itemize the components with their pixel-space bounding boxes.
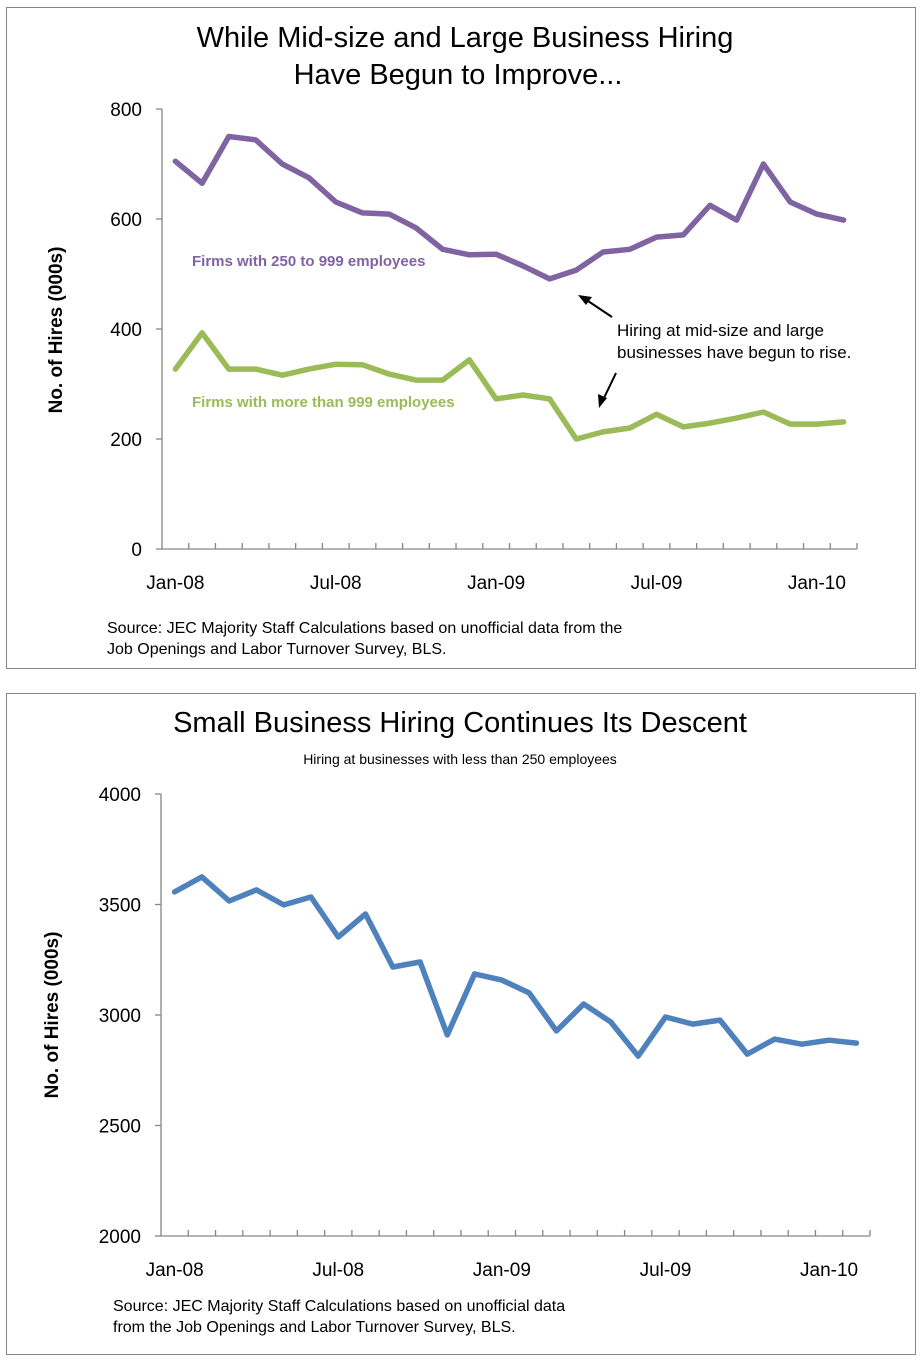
series-line-1-2: [172, 330, 847, 442]
y-tick-label: 2500: [99, 1117, 141, 1138]
chart2-y-axis-title: No. of Hires (000s): [42, 932, 63, 1099]
chart1-title-line2: Have Begun to Improve...: [294, 59, 623, 91]
x-tick-label: Jan-08: [146, 1260, 204, 1281]
chart2-frame: [6, 693, 916, 1355]
x-tick-label: Jul-08: [312, 1260, 364, 1281]
x-tick-label: Jan-10: [788, 573, 846, 594]
chart1-source-line1: Source: JEC Majority Staff Calculations …: [107, 620, 622, 637]
y-tick-label: 2000: [99, 1227, 141, 1248]
chart1-y-axis-title: No. of Hires (000s): [46, 247, 67, 414]
arrow-icon-down-left: [598, 372, 617, 408]
chart2-title: Small Business Hiring Continues Its Desc…: [173, 707, 747, 739]
x-tick-label: Jul-08: [310, 573, 362, 594]
chart1: While Mid-size and Large Business Hiring…: [46, 22, 858, 658]
x-tick-label: Jul-09: [640, 1260, 692, 1281]
chart2-source-line2: from the Job Openings and Labor Turnover…: [113, 1319, 516, 1336]
y-tick-label: 0: [131, 540, 142, 561]
x-tick-label: Jan-08: [146, 573, 204, 594]
y-tick-label: 3000: [99, 1006, 141, 1027]
series-line-1-1: [172, 133, 847, 282]
x-tick-label: Jan-10: [800, 1260, 858, 1281]
chart1-title-line1: While Mid-size and Large Business Hiring: [197, 22, 734, 54]
x-tick-label: Jan-09: [467, 573, 525, 594]
y-tick-label: 3500: [99, 896, 141, 917]
chart1-series-label-midsize: Firms with 250 to 999 employees: [192, 253, 425, 270]
chart2: Small Business Hiring Continues Its Desc…: [42, 707, 871, 1336]
y-tick-label: 200: [110, 430, 142, 451]
chart2-source-line1: Source: JEC Majority Staff Calculations …: [113, 1298, 565, 1315]
arrow-icon-up-left: [578, 295, 613, 318]
chart2-subtitle: Hiring at businesses with less than 250 …: [303, 751, 617, 767]
series-line-2-1: [171, 874, 860, 1059]
y-tick-label: 800: [110, 100, 142, 121]
y-tick-label: 4000: [99, 785, 141, 806]
chart1-series-label-large: Firms with more than 999 employees: [192, 394, 455, 411]
chart1-annotation-line1: Hiring at mid-size and large: [617, 321, 824, 340]
x-tick-label: Jan-09: [473, 1260, 531, 1281]
chart1-frame: [6, 7, 916, 669]
chart1-annotation-line2: businesses have begun to rise.: [617, 343, 851, 362]
y-tick-label: 400: [110, 320, 142, 341]
x-tick-label: Jul-09: [631, 573, 683, 594]
y-tick-label: 600: [110, 210, 142, 231]
chart1-source-line2: Job Openings and Labor Turnover Survey, …: [107, 641, 446, 658]
